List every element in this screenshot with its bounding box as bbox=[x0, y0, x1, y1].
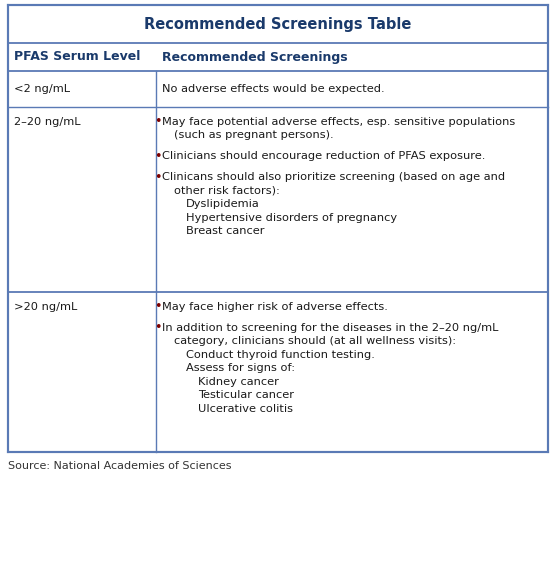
Text: Source: National Academies of Sciences: Source: National Academies of Sciences bbox=[8, 461, 231, 471]
Text: 2–20 ng/mL: 2–20 ng/mL bbox=[14, 117, 81, 127]
Text: Clinicians should encourage reduction of PFAS exposure.: Clinicians should encourage reduction of… bbox=[162, 151, 485, 161]
Text: Ulcerative colitis: Ulcerative colitis bbox=[198, 404, 293, 414]
Text: Clinicans should also prioritize screening (based on age and: Clinicans should also prioritize screeni… bbox=[162, 172, 505, 182]
Text: Dyslipidemia: Dyslipidemia bbox=[186, 199, 260, 209]
Text: •: • bbox=[154, 321, 161, 334]
Bar bbox=[8, 5, 548, 452]
Text: No adverse effects would be expected.: No adverse effects would be expected. bbox=[162, 84, 385, 94]
Text: other risk factors):: other risk factors): bbox=[174, 186, 280, 195]
Text: Conduct thyroid function testing.: Conduct thyroid function testing. bbox=[186, 350, 375, 360]
Text: >20 ng/mL: >20 ng/mL bbox=[14, 302, 77, 312]
Text: May face potential adverse effects, esp. sensitive populations: May face potential adverse effects, esp.… bbox=[162, 117, 515, 127]
Text: Hypertensive disorders of pregnancy: Hypertensive disorders of pregnancy bbox=[186, 213, 397, 222]
Text: •: • bbox=[154, 150, 161, 163]
Text: Breast cancer: Breast cancer bbox=[186, 226, 265, 236]
Text: Recommended Screenings: Recommended Screenings bbox=[162, 51, 348, 64]
Text: Kidney cancer: Kidney cancer bbox=[198, 377, 279, 387]
Text: •: • bbox=[154, 115, 161, 128]
Text: May face higher risk of adverse effects.: May face higher risk of adverse effects. bbox=[162, 302, 388, 312]
Text: (such as pregnant persons).: (such as pregnant persons). bbox=[174, 130, 334, 140]
Text: In addition to screening for the diseases in the 2–20 ng/mL: In addition to screening for the disease… bbox=[162, 323, 498, 333]
Text: category, clinicians should (at all wellness visits):: category, clinicians should (at all well… bbox=[174, 336, 456, 346]
Text: Recommended Screenings Table: Recommended Screenings Table bbox=[145, 16, 411, 32]
Text: Assess for signs of:: Assess for signs of: bbox=[186, 363, 295, 373]
Text: Testicular cancer: Testicular cancer bbox=[198, 390, 294, 400]
Text: •: • bbox=[154, 300, 161, 313]
Text: •: • bbox=[154, 171, 161, 184]
Text: <2 ng/mL: <2 ng/mL bbox=[14, 84, 70, 94]
Text: PFAS Serum Level: PFAS Serum Level bbox=[14, 51, 140, 64]
